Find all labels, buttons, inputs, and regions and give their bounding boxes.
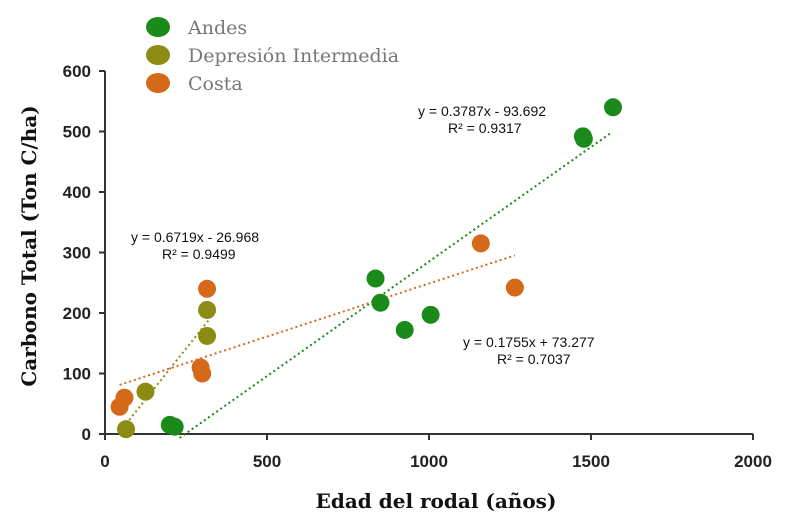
data-points <box>110 98 623 439</box>
x-tick-label: 1000 <box>410 452 448 471</box>
legend-label-costa: Costa <box>188 73 243 95</box>
y-tick-label: 500 <box>63 123 91 142</box>
point-series-2 <box>193 364 212 383</box>
point-series-0 <box>395 320 414 339</box>
legend-marker-andes <box>146 17 170 37</box>
legend: Andes Depresión Intermedia Costa <box>146 17 399 95</box>
y-tick-label: 300 <box>63 244 91 263</box>
y-tick-label: 200 <box>63 304 91 323</box>
point-series-0 <box>366 269 385 288</box>
y-tick-label: 400 <box>63 183 91 202</box>
r2-costa: R² = 0.7037 <box>497 351 571 367</box>
point-series-2 <box>198 279 217 298</box>
x-tick-label: 2000 <box>734 452 772 471</box>
r2-depresion: R² = 0.9499 <box>162 246 236 262</box>
y-tick-label: 600 <box>63 62 91 81</box>
x-tick-label: 0 <box>100 452 109 471</box>
legend-marker-depresion <box>146 45 170 65</box>
point-series-2 <box>505 278 524 297</box>
point-series-2 <box>115 388 134 407</box>
trendlines <box>119 131 613 439</box>
y-axis-title: Carbono Total (Ton C/ha) <box>17 105 41 386</box>
trendline-series-2 <box>119 254 516 386</box>
r2-andes: R² = 0.9317 <box>448 120 522 136</box>
point-series-1 <box>198 326 217 345</box>
x-tick-label: 500 <box>253 452 281 471</box>
eq-andes: y = 0.3787x - 93.692 <box>418 103 546 119</box>
y-tick-label: 100 <box>63 365 91 384</box>
trendline-series-0 <box>178 131 613 439</box>
legend-label-andes: Andes <box>187 17 247 39</box>
point-series-2 <box>471 234 490 253</box>
point-series-1 <box>117 420 136 439</box>
x-tick-label: 1500 <box>572 452 610 471</box>
point-series-1 <box>198 300 217 319</box>
trendline-series-1 <box>125 319 210 425</box>
legend-marker-costa <box>146 73 170 93</box>
y-tick-label: 0 <box>82 425 91 444</box>
eq-depresion: y = 0.6719x - 26.968 <box>131 229 259 245</box>
axis-ticks: 0 500 1000 1500 2000 0 100 200 300 400 500 600 <box>63 62 772 471</box>
eq-costa: y = 0.1755x + 73.277 <box>463 334 595 350</box>
point-series-0 <box>604 98 623 117</box>
point-series-1 <box>136 382 155 401</box>
point-series-0 <box>165 417 184 436</box>
x-axis-title: Edad del rodal (años) <box>316 489 557 513</box>
point-series-0 <box>371 293 390 312</box>
point-series-0 <box>421 305 440 324</box>
legend-label-depresion: Depresión Intermedia <box>188 45 399 67</box>
point-series-0 <box>574 129 593 148</box>
